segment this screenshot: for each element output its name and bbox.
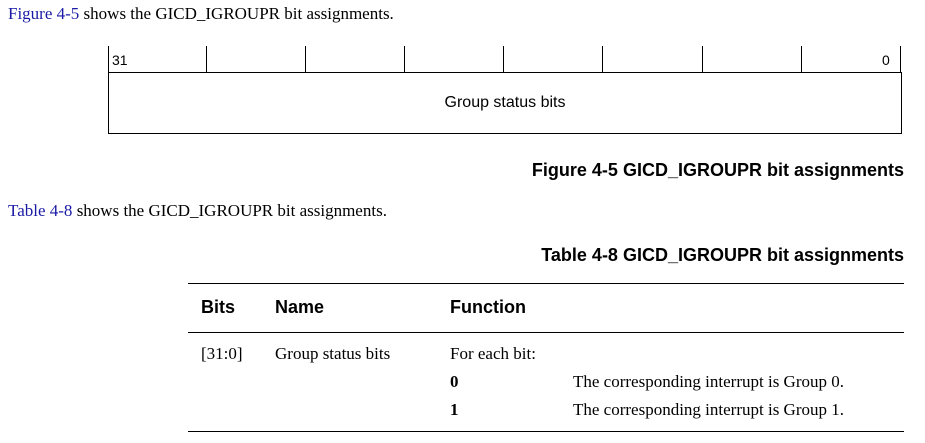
register-field-box: Group status bits <box>108 72 902 134</box>
header-rule <box>188 332 904 333</box>
register-bit-diagram: 31 0 Group status bits <box>108 46 902 136</box>
row-name: Group status bits <box>275 344 391 363</box>
intro-figure-text: shows the GICD_IGROUPR bit assignments. <box>79 4 394 23</box>
bit-tick <box>801 46 802 72</box>
figure-caption: Figure 4-5 GICD_IGROUPR bit assignments <box>531 160 904 180</box>
bit-tick <box>305 46 306 72</box>
column-header-bits: Bits <box>201 297 236 317</box>
high-bit-number: 31 <box>112 52 128 68</box>
bit-tick <box>404 46 405 72</box>
intro-table-text: shows the GICD_IGROUPR bit assignments. <box>72 201 387 220</box>
column-header-name: Name <box>275 297 325 317</box>
bit-tick <box>206 46 207 72</box>
table-caption: Table 4-8 GICD_IGROUPR bit assignments <box>541 245 904 265</box>
row-bits: [31:0] <box>201 344 243 363</box>
column-header-function: Function <box>450 297 526 317</box>
value-1: 1 <box>450 400 459 419</box>
figure-4-5-link[interactable]: Figure 4-5 <box>8 4 80 23</box>
bit-tick <box>602 46 603 72</box>
value-0: 0 <box>450 372 459 391</box>
table-4-8-link[interactable]: Table 4-8 <box>8 201 73 220</box>
bit-tick <box>702 46 703 72</box>
register-field-label: Group status bits <box>444 94 566 111</box>
bit-tick <box>108 46 109 72</box>
table-bottom-rule <box>188 431 904 432</box>
bit-tick <box>503 46 504 72</box>
row-function-intro: For each bit: <box>450 344 536 363</box>
bit-tick <box>900 46 901 72</box>
intro-paragraph-figure: Figure 4-5 shows the GICD_IGROUPR bit as… <box>8 4 394 24</box>
intro-paragraph-table: Table 4-8 shows the GICD_IGROUPR bit ass… <box>8 201 387 221</box>
value-1-meaning: The corresponding interrupt is Group 1. <box>573 400 844 419</box>
low-bit-number: 0 <box>882 52 890 68</box>
value-0-meaning: The corresponding interrupt is Group 0. <box>573 372 844 391</box>
table-top-rule <box>188 283 904 284</box>
